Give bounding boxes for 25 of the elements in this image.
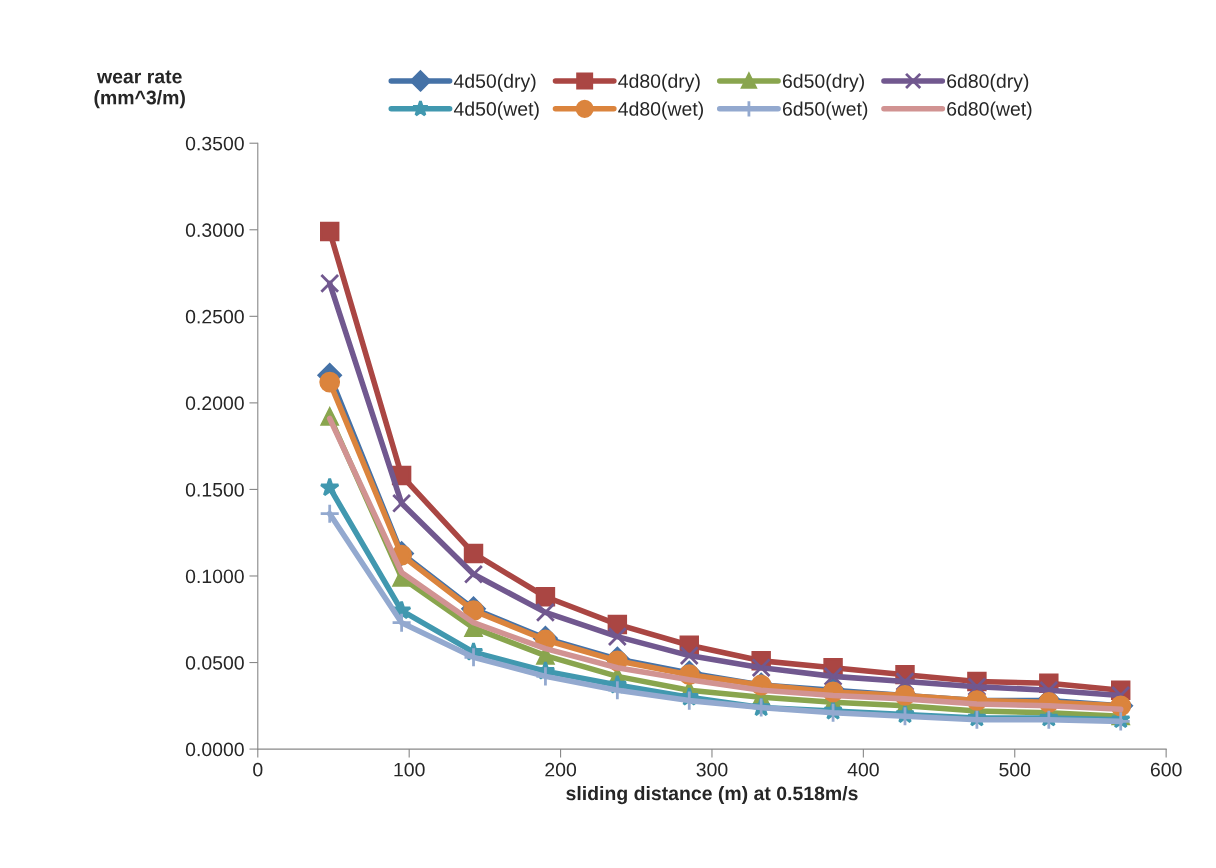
y-tick-label: 0.0000 (185, 742, 244, 757)
legend-label: 4d50(dry) (453, 73, 536, 92)
x-tick-label: 200 (545, 762, 577, 777)
y-axis-title: wear rate (mm^3/m) (94, 70, 185, 109)
legend-label: 4d80(dry) (618, 73, 700, 92)
x-axis-title: sliding distance (m) at 0.518m/s (566, 785, 858, 805)
y-tick-label: 0.3000 (185, 223, 244, 238)
x-tick-label: 300 (696, 762, 728, 777)
y-tick-label: 0.1500 (185, 482, 244, 497)
y-tick-label: 0.2000 (185, 396, 244, 411)
x-tick-label: 600 (1150, 762, 1182, 777)
legend-label: 4d50(wet) (453, 101, 539, 120)
x-tick-label: 100 (394, 762, 425, 777)
y-tick-label: 0.2500 (185, 309, 244, 324)
y-tick-label: 0.3500 (185, 136, 244, 151)
y-tick-label: 0.1000 (185, 569, 244, 584)
legend-label: 6d80(dry) (947, 73, 1029, 92)
legend-label: 6d80(wet) (947, 101, 1032, 120)
legend-label: 4d80(wet) (618, 101, 703, 120)
x-tick-label: 400 (847, 762, 879, 777)
legend-label: 6d50(dry) (782, 73, 864, 92)
x-tick-label: 0 (253, 762, 263, 777)
legend-label: 6d50(wet) (782, 101, 868, 120)
x-tick-label: 500 (999, 762, 1031, 777)
y-tick-label: 0.0500 (185, 656, 244, 670)
